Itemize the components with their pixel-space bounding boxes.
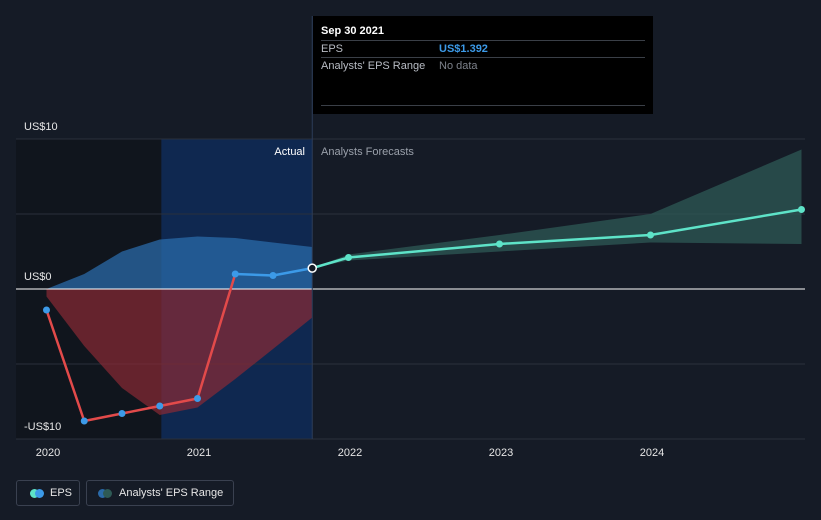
- x-tick-label: 2020: [36, 447, 60, 459]
- legend-eps-button[interactable]: EPS: [16, 480, 80, 506]
- tooltip-range-label: Analysts' EPS Range: [321, 60, 426, 72]
- series-lines: [45, 208, 802, 423]
- forecast-range-area: [312, 149, 802, 269]
- eps-point: [231, 270, 239, 278]
- eps-point: [269, 272, 277, 279]
- x-tick-label: 2022: [338, 447, 362, 459]
- eps-line-segment: [196, 272, 237, 400]
- x-tick-label: 2024: [640, 447, 664, 459]
- forecast-point: [495, 240, 503, 248]
- historical-range-positive: [46, 236, 313, 289]
- tooltip-eps-value: US$1.392: [439, 43, 488, 55]
- eps-line-segment: [45, 308, 86, 423]
- tooltip-range-row: Analysts' EPS Range No data: [321, 57, 645, 75]
- tooltip-eps-row: EPS US$1.392: [321, 40, 645, 58]
- series-points: [42, 206, 805, 425]
- legend-range-button[interactable]: Analysts' EPS Range: [86, 480, 234, 506]
- range-dot-icon-secondary: [103, 489, 112, 498]
- eps-line-segment: [82, 412, 124, 423]
- eps-point: [80, 417, 88, 425]
- x-tick-label: 2023: [489, 447, 513, 459]
- legend-eps-label: EPS: [50, 487, 73, 499]
- eps-line-segment: [233, 272, 275, 277]
- x-tick-label: 2021: [187, 447, 211, 459]
- eps-point: [118, 410, 126, 417]
- forecast-point: [646, 231, 654, 239]
- eps-dot-icon: [30, 489, 39, 498]
- historical-range-negative: [46, 289, 313, 415]
- eps-highlight-point: [307, 263, 317, 273]
- tooltip: Sep 30 2021 EPS US$1.392 Analysts' EPS R…: [313, 16, 653, 114]
- eps-point: [193, 395, 201, 402]
- eps-line-segment: [271, 266, 314, 277]
- y-tick-labels: US$10 US$0 -US$10: [24, 121, 61, 433]
- actual-region-label: Actual: [274, 146, 305, 158]
- eps-dot-icon-secondary: [35, 489, 44, 498]
- legend-range-label: Analysts' EPS Range: [119, 487, 224, 499]
- eps-line-segment: [158, 397, 199, 408]
- tooltip-eps-label: EPS: [321, 43, 344, 55]
- eps-point: [156, 402, 164, 410]
- forecast-point: [344, 254, 352, 261]
- tooltip-date: Sep 30 2021: [321, 25, 384, 37]
- forecast-point: [797, 206, 805, 213]
- x-tick-labels: 2020 2021 2022 2023 2024: [36, 447, 664, 459]
- range-dot-icon: [98, 489, 107, 498]
- y-tick-label: US$10: [24, 121, 58, 133]
- tooltip-range-value: No data: [439, 60, 478, 72]
- eps-line-segment: [120, 404, 161, 415]
- y-tick-label: -US$10: [24, 421, 61, 433]
- y-tick-label: US$0: [24, 271, 52, 283]
- tooltip-divider: [321, 105, 645, 106]
- eps-point: [42, 306, 50, 314]
- range-areas: [46, 149, 802, 415]
- forecast-region-label: Analysts Forecasts: [321, 146, 414, 158]
